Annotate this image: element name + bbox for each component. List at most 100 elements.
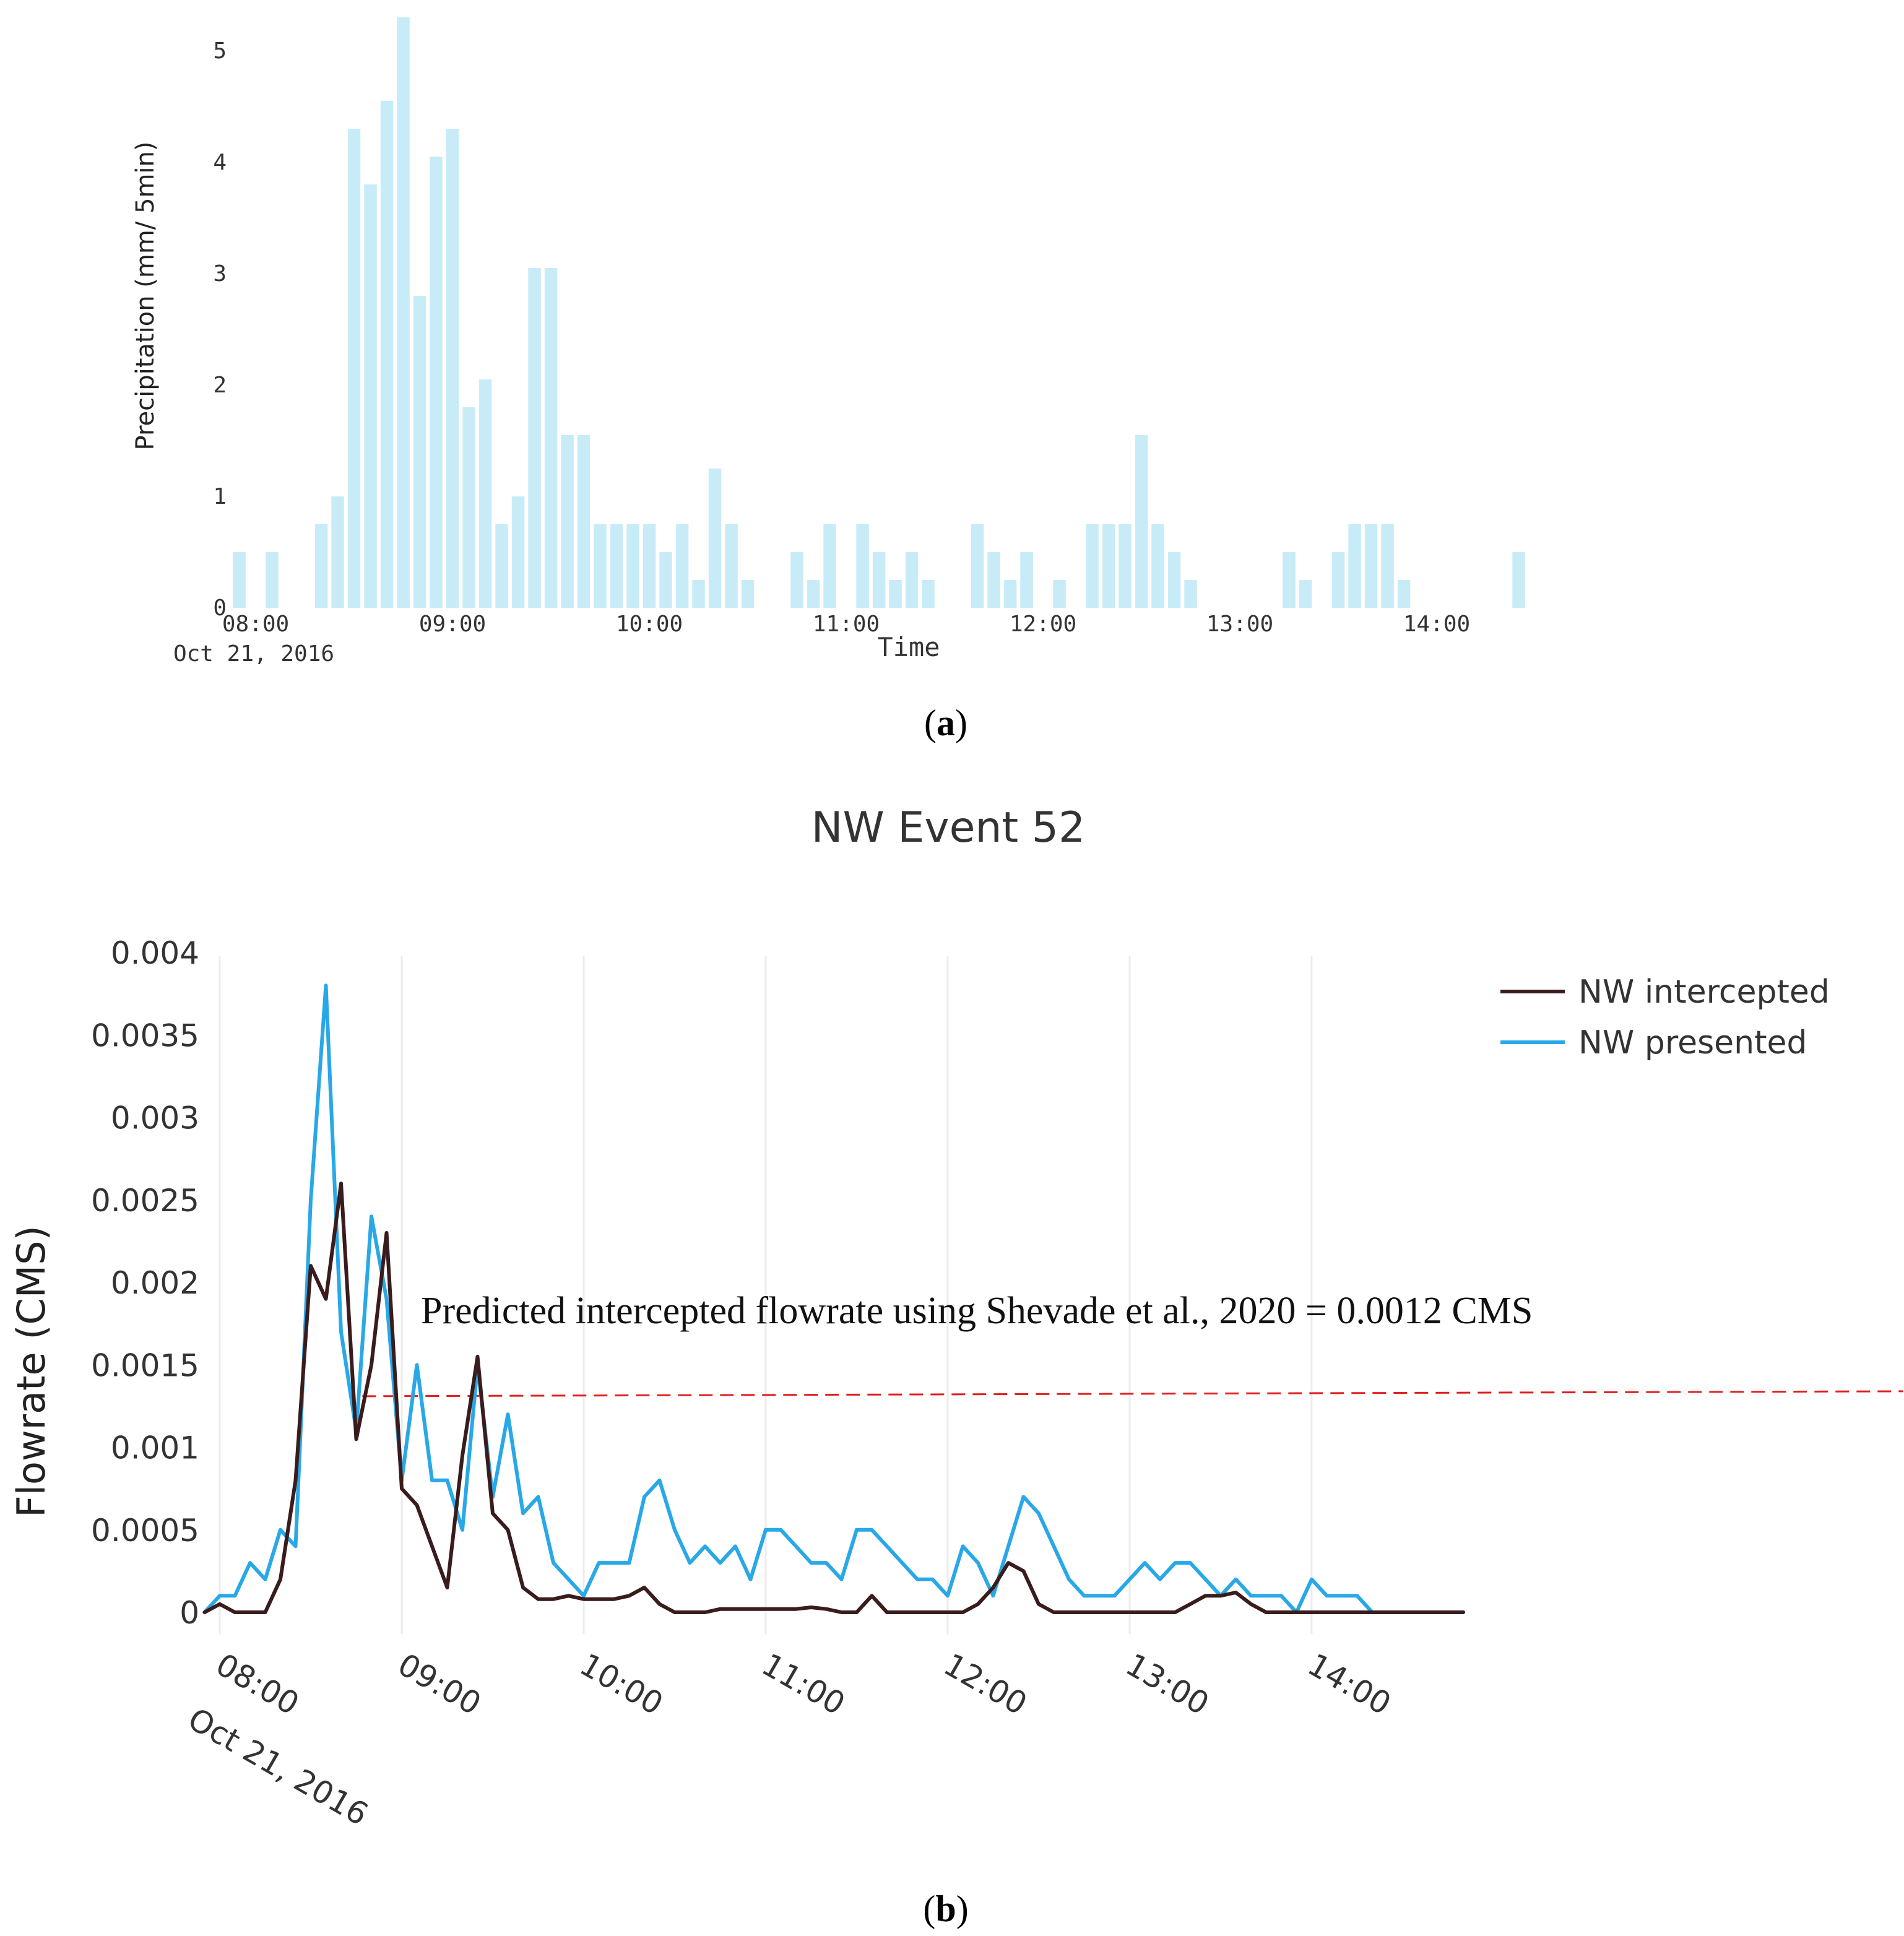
precip-bar bbox=[233, 552, 246, 608]
x-tick-label-b: 14:00 bbox=[1302, 1646, 1397, 1722]
panel-caption-a: (a) bbox=[924, 702, 967, 743]
precip-bar bbox=[610, 524, 623, 608]
x-sublabel-a: Oct 21, 2016 bbox=[173, 641, 334, 667]
legend-b: NW intercepted NW presented bbox=[1500, 974, 1830, 1061]
y-axis-label-a: Precipitation (mm/ 5min) bbox=[131, 142, 160, 451]
x-tick-label-a: 14:00 bbox=[1403, 611, 1470, 637]
precip-bar bbox=[1053, 580, 1066, 608]
precip-bar bbox=[922, 580, 935, 608]
panel-caption-b: (b) bbox=[923, 1888, 968, 1929]
precip-bar bbox=[544, 268, 558, 608]
precip-bar bbox=[872, 552, 886, 608]
flowrate-series bbox=[202, 983, 1465, 1614]
precip-bar bbox=[266, 552, 279, 608]
y-axis-ticks-a: 0 1 2 3 4 5 bbox=[213, 38, 227, 621]
precip-bar bbox=[1381, 524, 1394, 608]
x-tick-label-b: 12:00 bbox=[938, 1646, 1033, 1722]
predicted-flowrate-line bbox=[362, 1390, 1903, 1398]
precip-bar bbox=[971, 524, 984, 608]
series-line-presented bbox=[202, 983, 1465, 1614]
x-tick-label-b: 08:00 bbox=[210, 1646, 305, 1722]
y-tick-label-b: 0.002 bbox=[111, 1265, 199, 1301]
x-gridlines-b bbox=[219, 956, 1313, 1634]
x-tick-label-b: 10:00 bbox=[574, 1646, 669, 1722]
precip-bar bbox=[823, 524, 836, 608]
x-tick-label-a: 10:00 bbox=[616, 611, 683, 637]
panel-label-b: b bbox=[935, 1888, 956, 1929]
precip-bar bbox=[561, 435, 574, 608]
precip-bar bbox=[380, 101, 394, 608]
precip-bar bbox=[626, 524, 639, 608]
y-tick-label-a: 4 bbox=[213, 150, 227, 175]
precip-bar bbox=[314, 524, 328, 608]
precip-bar bbox=[889, 580, 902, 608]
precip-bar bbox=[790, 552, 803, 608]
precip-bar bbox=[594, 524, 607, 608]
y-tick-label-b: 0.004 bbox=[111, 935, 199, 971]
precip-bar bbox=[413, 296, 426, 608]
precip-bar bbox=[675, 524, 689, 608]
legend-label-intercepted: NW intercepted bbox=[1578, 974, 1830, 1011]
y-axis-label-b: Flowrate (CMS) bbox=[9, 1225, 54, 1518]
y-tick-label-a: 1 bbox=[213, 484, 227, 509]
precip-bar bbox=[1397, 580, 1411, 608]
x-sublabel-b: Oct 21, 2016 bbox=[182, 1701, 374, 1833]
x-tick-label-b: 13:00 bbox=[1120, 1646, 1215, 1722]
precip-bar bbox=[643, 524, 656, 608]
precip-bar bbox=[725, 524, 738, 608]
y-tick-label-b: 0 bbox=[180, 1595, 199, 1631]
y-axis-ticks-b: 0 0.0005 0.001 0.0015 0.002 0.0025 0.003 0.0035… bbox=[91, 935, 199, 1631]
y-tick-label-b: 0.0035 bbox=[91, 1018, 199, 1053]
y-tick-label-b: 0.001 bbox=[111, 1430, 199, 1466]
precipitation-chart: 0 1 2 3 4 5 08:00 09:00 10:00 11:00 12:00 13:00 14:… bbox=[131, 17, 1525, 743]
precip-bar bbox=[1086, 524, 1099, 608]
precip-bar bbox=[397, 17, 410, 608]
x-axis-ticks-a: 08:00 09:00 10:00 11:00 12:00 13:00 14:00 bbox=[222, 611, 1470, 637]
precip-bar bbox=[1135, 435, 1148, 608]
precip-bar bbox=[462, 407, 475, 608]
precip-bar bbox=[692, 580, 705, 608]
y-tick-label-b: 0.0025 bbox=[91, 1183, 199, 1219]
precip-bar bbox=[905, 552, 919, 608]
x-tick-label-a: 09:00 bbox=[419, 611, 486, 637]
precip-bar bbox=[577, 435, 591, 608]
precip-bar bbox=[478, 379, 492, 608]
x-axis-ticks-b: 08:00 09:00 10:00 11:00 12:00 13:00 14:00 bbox=[210, 1646, 1397, 1722]
x-tick-label-b: 09:00 bbox=[392, 1646, 487, 1722]
series-line-intercepted bbox=[202, 1182, 1465, 1614]
y-tick-label-a: 3 bbox=[213, 261, 227, 287]
precipitation-bars bbox=[233, 17, 1525, 608]
x-tick-label-a: 08:00 bbox=[222, 611, 289, 637]
precip-bar bbox=[1003, 580, 1017, 608]
y-tick-label-a: 5 bbox=[213, 38, 227, 64]
precip-bar bbox=[741, 580, 755, 608]
precip-bar bbox=[430, 157, 443, 608]
precip-bar bbox=[1348, 524, 1361, 608]
y-tick-label-b: 0.0005 bbox=[91, 1513, 199, 1549]
x-tick-label-a: 12:00 bbox=[1010, 611, 1076, 637]
x-tick-label-a: 11:00 bbox=[813, 611, 880, 637]
x-tick-label-a: 13:00 bbox=[1206, 611, 1273, 637]
precip-bar bbox=[1102, 524, 1115, 608]
precip-bar bbox=[856, 524, 869, 608]
precip-bar bbox=[1512, 552, 1525, 608]
y-tick-label-a: 2 bbox=[213, 373, 227, 398]
x-tick-label-b: 11:00 bbox=[756, 1646, 851, 1722]
precip-bar bbox=[987, 552, 1000, 608]
precip-bar bbox=[1020, 552, 1033, 608]
predicted-flowrate-annotation: Predicted intercepted flowrate using She… bbox=[421, 1290, 1533, 1332]
precip-bar bbox=[1283, 552, 1296, 608]
x-axis-label-a: Time bbox=[877, 632, 940, 662]
precip-bar bbox=[659, 552, 672, 608]
y-tick-label-a: 0 bbox=[213, 595, 227, 621]
precip-bar bbox=[1167, 552, 1181, 608]
panel-label-a: a bbox=[937, 702, 955, 743]
precip-bar bbox=[708, 469, 722, 608]
y-tick-label-b: 0.0015 bbox=[91, 1347, 199, 1383]
precip-bar bbox=[1119, 524, 1132, 608]
precip-bar bbox=[807, 580, 820, 608]
chart-title-b: NW Event 52 bbox=[811, 803, 1086, 852]
legend-label-presented: NW presented bbox=[1578, 1024, 1807, 1061]
precip-bar bbox=[1151, 524, 1164, 608]
